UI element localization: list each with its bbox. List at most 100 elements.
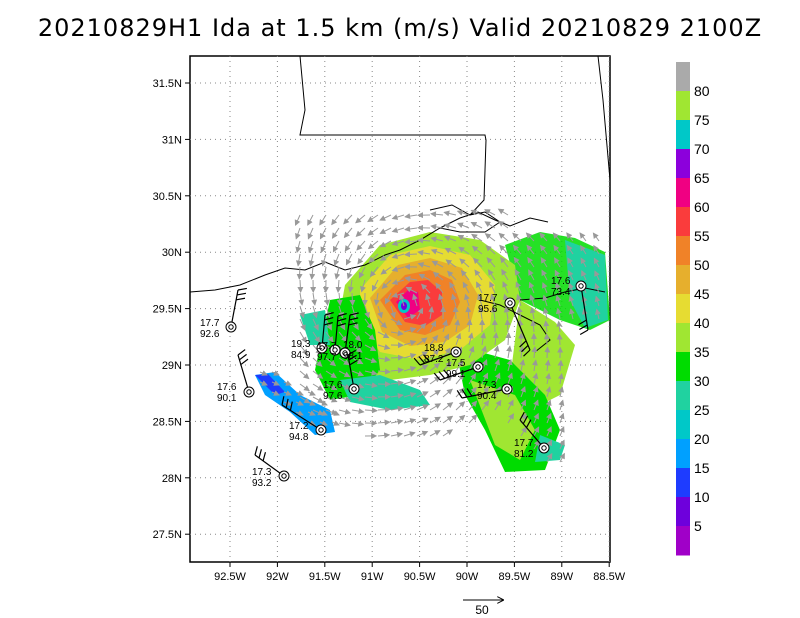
- wind-vector: [486, 257, 496, 268]
- colorbar-segment: [676, 323, 690, 353]
- station-marker-inner: [281, 473, 287, 479]
- wind-vector: [506, 345, 513, 359]
- wind-vector: [455, 373, 465, 385]
- wind-vector: [442, 319, 448, 333]
- x-tick-label: 90W: [456, 571, 479, 583]
- wind-vector: [533, 412, 539, 424]
- colorbar-segment: [676, 526, 690, 556]
- wind-vector: [471, 245, 483, 255]
- wind-vector: [507, 413, 514, 424]
- wind-vector: [442, 361, 452, 372]
- wind-vector: [458, 246, 470, 255]
- wind-vector: [566, 244, 574, 255]
- wind-vector: [349, 292, 356, 306]
- wind-vector: [377, 356, 391, 363]
- wind-vector: [513, 256, 522, 268]
- wind-vector: [494, 358, 501, 372]
- wind-vector: [525, 232, 535, 242]
- station-marker-inner: [453, 349, 459, 355]
- wind-vector: [390, 380, 404, 387]
- wind-vector: [489, 281, 496, 294]
- wind-vector: [391, 227, 405, 233]
- wind-vector: [335, 279, 342, 293]
- station-label: 94.8: [289, 432, 309, 443]
- station-label: 90.1: [217, 393, 237, 404]
- wind-vector: [593, 257, 600, 268]
- wind-vector: [364, 394, 378, 401]
- wind-vector: [417, 237, 431, 244]
- wind-vector: [531, 359, 538, 372]
- colorbar-label: 70: [694, 141, 710, 157]
- wind-vector: [430, 236, 444, 243]
- wind-vector: [299, 357, 309, 368]
- wind-vector: [468, 345, 475, 359]
- x-tick-label: 89.5W: [499, 571, 531, 583]
- station-marker-inner: [504, 386, 510, 392]
- colorbar-segment: [676, 91, 690, 121]
- wind-vector: [520, 399, 527, 411]
- colorbar-label: 65: [694, 170, 710, 186]
- wind-vector: [530, 319, 537, 333]
- wind-vector: [323, 292, 330, 306]
- wind-vector: [307, 410, 316, 416]
- wind-vector: [554, 257, 561, 268]
- wind-vector: [319, 400, 328, 406]
- wind-vectors: [259, 208, 601, 463]
- wind-vector: [544, 359, 551, 372]
- wind-vector: [390, 418, 404, 425]
- wind-vector: [499, 244, 509, 255]
- station-marker: [243, 386, 255, 398]
- wind-vector: [338, 408, 352, 415]
- wind-vector: [500, 256, 509, 268]
- wind-vector: [442, 333, 450, 346]
- wind-vector: [494, 372, 501, 385]
- y-tick-label: 29.5N: [153, 304, 182, 316]
- colorbar-segment: [676, 439, 690, 469]
- wind-vector: [558, 386, 565, 398]
- wind-barb-feather: [349, 317, 359, 321]
- wind-vector: [559, 452, 565, 463]
- wind-vector: [295, 227, 301, 240]
- wind-vector: [364, 331, 376, 341]
- station-markers: 17.792.617.690.117.393.217.294.819.384.9…: [200, 276, 589, 489]
- wind-barb-feather: [240, 358, 249, 366]
- wind-vector: [502, 281, 509, 294]
- wind-vector: [297, 279, 304, 293]
- wind-vector: [345, 253, 353, 266]
- wind-barb-feather: [347, 349, 357, 356]
- wind-barb: [344, 314, 351, 354]
- station-marker-inner: [351, 386, 357, 392]
- wind-vector: [464, 293, 470, 307]
- wind-vector: [506, 358, 513, 372]
- wind-vector: [358, 266, 366, 279]
- wind-vector: [307, 214, 314, 226]
- wind-vector: [403, 379, 417, 385]
- station-marker: [316, 342, 328, 354]
- wind-vector: [311, 292, 318, 306]
- wind-vector: [379, 214, 392, 221]
- x-tick-label: 90.5W: [404, 571, 436, 583]
- wind-vector: [351, 305, 357, 319]
- wind-vector: [467, 332, 474, 346]
- coastline: [190, 56, 610, 353]
- wind-vector: [559, 426, 565, 437]
- wind-vector: [512, 244, 522, 255]
- wind-barb-feather: [349, 312, 359, 316]
- station-marker: [538, 442, 550, 454]
- wind-vector: [325, 305, 331, 319]
- wind-vector: [307, 227, 314, 240]
- wind-vector: [546, 426, 552, 437]
- station-label: 17.6: [217, 382, 237, 393]
- wind-vector: [529, 294, 536, 307]
- wind-vector: [442, 415, 454, 424]
- wind-vector: [568, 282, 574, 294]
- wind-vector: [312, 383, 324, 391]
- wind-vector: [271, 390, 280, 396]
- wind-vector: [403, 314, 417, 320]
- wind-vector: [594, 295, 601, 307]
- y-tick-label: 28N: [162, 473, 182, 485]
- wind-vector: [336, 292, 343, 306]
- wind-vector: [555, 307, 562, 320]
- wind-barb-feather: [324, 316, 334, 321]
